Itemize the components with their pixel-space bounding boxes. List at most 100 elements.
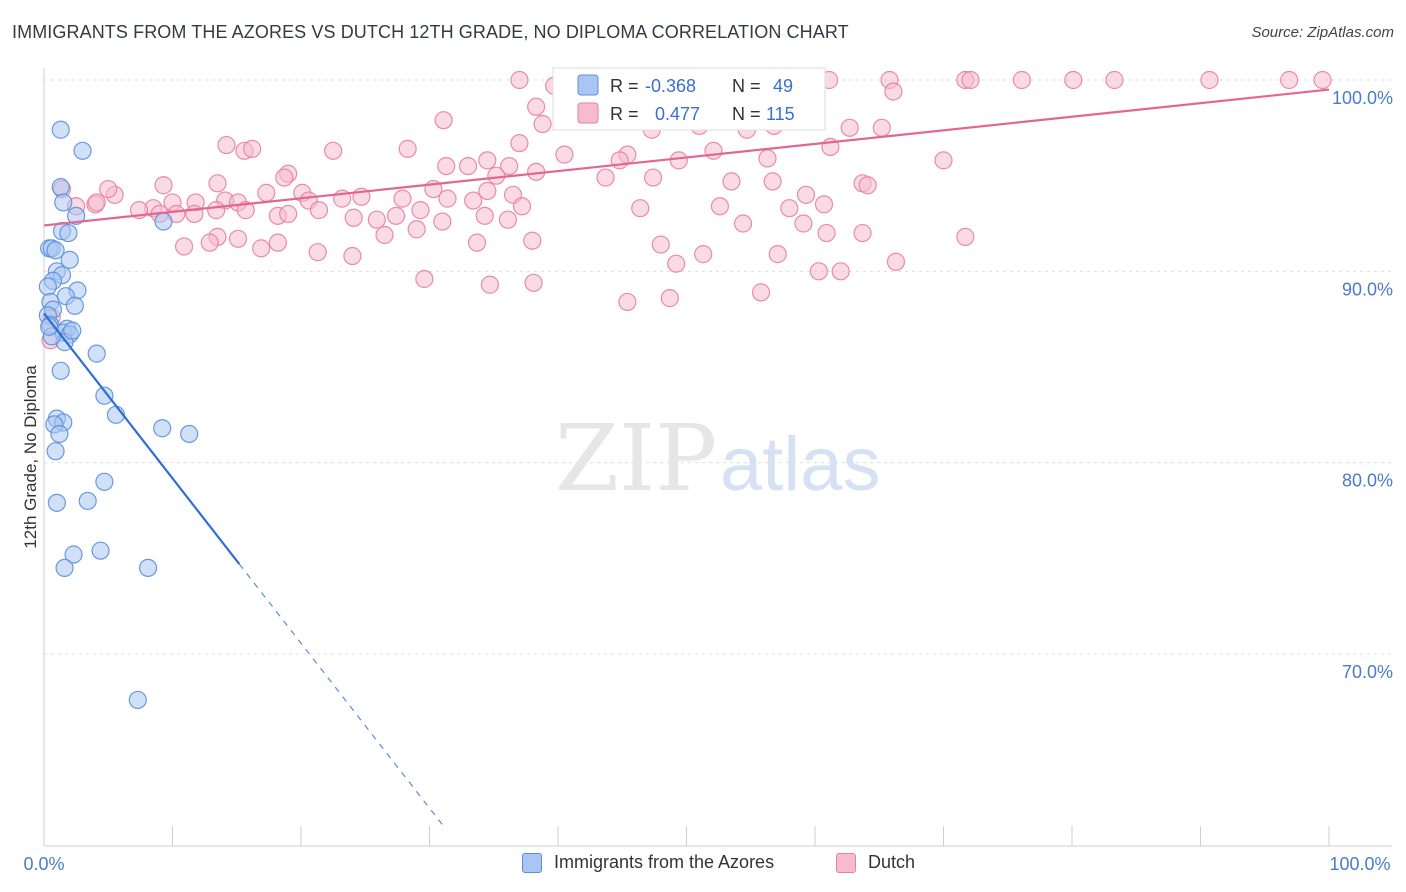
dutch-point-31 bbox=[872, 118, 891, 137]
dutch-point-113 bbox=[228, 229, 248, 248]
dutch-point-126 bbox=[809, 262, 828, 281]
dutch-point-43 bbox=[669, 151, 688, 170]
dutch-point-44 bbox=[704, 141, 723, 160]
chart-title: IMMIGRANTS FROM THE AZORES VS DUTCH 12TH… bbox=[12, 22, 849, 42]
dutch-point-131 bbox=[524, 273, 543, 292]
dutch-point-0 bbox=[510, 70, 529, 90]
dutch-point-74 bbox=[236, 201, 255, 220]
dutch-point-33 bbox=[217, 135, 236, 155]
azores-points bbox=[38, 120, 199, 710]
dutch-point-138 bbox=[99, 179, 118, 199]
dutch-point-90 bbox=[814, 195, 834, 214]
azores-point-43 bbox=[55, 558, 74, 578]
dutch-point-110 bbox=[407, 220, 426, 239]
dutch-point-117 bbox=[268, 233, 287, 252]
dutch-point-47 bbox=[458, 157, 478, 176]
chart-source: Source: ZipAtlas.com bbox=[1251, 24, 1394, 41]
dutch-point-129 bbox=[415, 269, 434, 289]
x-tick-label-min: 0.0% bbox=[23, 854, 64, 874]
y-axis-title: 12th Grade, No Diploma bbox=[21, 365, 40, 549]
dutch-point-25 bbox=[434, 111, 453, 130]
dutch-point-83 bbox=[464, 191, 483, 210]
legend-r-value-dutch: 0.477 bbox=[655, 104, 700, 124]
dutch-trend-line bbox=[43, 88, 1330, 227]
legend-n-value-dutch: 115 bbox=[766, 104, 795, 124]
dutch-point-120 bbox=[467, 233, 487, 252]
dutch-point-133 bbox=[660, 289, 679, 308]
azores-point-14 bbox=[38, 277, 57, 296]
dutch-point-130 bbox=[480, 275, 499, 294]
dutch-point-41 bbox=[610, 151, 629, 170]
dutch-point-101 bbox=[433, 212, 452, 231]
azores-point-2 bbox=[51, 178, 70, 197]
legend-label-dutch: Dutch bbox=[868, 852, 916, 872]
azores-point-3 bbox=[54, 193, 73, 212]
dutch-point-137 bbox=[87, 193, 106, 212]
azores-point-27 bbox=[87, 344, 106, 363]
dutch-point-95 bbox=[207, 201, 226, 220]
dutch-point-20 bbox=[527, 97, 546, 116]
dutch-point-107 bbox=[853, 223, 872, 243]
dutch-point-114 bbox=[174, 237, 194, 256]
trend-lines bbox=[43, 88, 1330, 825]
dutch-point-121 bbox=[523, 231, 542, 250]
dutch-point-109 bbox=[375, 225, 394, 245]
legend-swatch-azores bbox=[577, 74, 599, 96]
y-tick-labels: 100.0% 90.0% 80.0% 70.0% bbox=[1332, 88, 1393, 682]
watermark-zip: ZIP bbox=[555, 405, 717, 512]
azores-point-7 bbox=[59, 223, 78, 243]
dutch-point-88 bbox=[780, 199, 799, 218]
dutch-point-87 bbox=[710, 197, 730, 216]
dutch-point-38 bbox=[510, 134, 529, 153]
azores-point-45 bbox=[128, 690, 147, 710]
azores-point-35 bbox=[180, 424, 199, 444]
series-legend: Immigrants from the Azores Dutch bbox=[0, 850, 1406, 880]
dutch-point-55 bbox=[763, 172, 782, 191]
dutch-point-132 bbox=[618, 292, 637, 312]
legend-item-dutch: Dutch bbox=[836, 852, 915, 873]
dutch-point-106 bbox=[817, 223, 836, 243]
dutch-point-52 bbox=[596, 168, 615, 187]
dutch-point-124 bbox=[768, 245, 787, 264]
dutch-point-10 bbox=[1200, 70, 1219, 90]
dutch-point-84 bbox=[438, 189, 457, 208]
dutch-point-89 bbox=[796, 185, 816, 204]
dutch-point-73 bbox=[154, 176, 173, 195]
dutch-point-119 bbox=[343, 246, 362, 266]
dutch-point-11 bbox=[1280, 70, 1299, 90]
dutch-point-36 bbox=[324, 141, 343, 160]
azores-point-39 bbox=[47, 493, 66, 512]
dutch-point-46 bbox=[437, 157, 456, 176]
gridlines bbox=[44, 79, 1392, 655]
dutch-point-6 bbox=[961, 70, 980, 90]
azores-point-18 bbox=[65, 296, 84, 315]
azores-point-40 bbox=[78, 491, 97, 511]
azores-point-37 bbox=[46, 442, 65, 461]
legend-swatch-dutch-bottom bbox=[836, 852, 856, 873]
y-tick-label-3: 70.0% bbox=[1342, 662, 1393, 682]
dutch-point-26 bbox=[533, 114, 552, 134]
dutch-point-125 bbox=[667, 254, 686, 273]
dutch-point-79 bbox=[393, 189, 412, 208]
dutch-point-48 bbox=[478, 151, 497, 170]
azores-point-38 bbox=[95, 472, 114, 491]
azores-point-1 bbox=[73, 141, 92, 160]
dutch-point-115 bbox=[200, 233, 219, 252]
legend-r-label-dutch: R = bbox=[610, 104, 639, 124]
dutch-point-127 bbox=[831, 262, 850, 281]
legend-n-label-dutch: N = bbox=[732, 104, 761, 124]
dutch-point-103 bbox=[512, 197, 532, 216]
azores-point-47 bbox=[46, 241, 65, 260]
dutch-point-97 bbox=[279, 204, 298, 224]
azores-point-4 bbox=[67, 206, 86, 225]
dutch-point-12 bbox=[1313, 70, 1332, 90]
dutch-point-102 bbox=[498, 210, 517, 229]
dutch-point-54 bbox=[722, 172, 741, 191]
dutch-point-32 bbox=[840, 118, 859, 137]
legend-n-value-azores: 49 bbox=[773, 76, 793, 96]
dutch-point-82 bbox=[478, 181, 497, 201]
y-tick-label-2: 80.0% bbox=[1342, 471, 1393, 491]
azores-point-10 bbox=[60, 250, 79, 269]
legend-r-label-azores: R = bbox=[610, 76, 639, 96]
dutch-point-7 bbox=[1012, 70, 1031, 90]
